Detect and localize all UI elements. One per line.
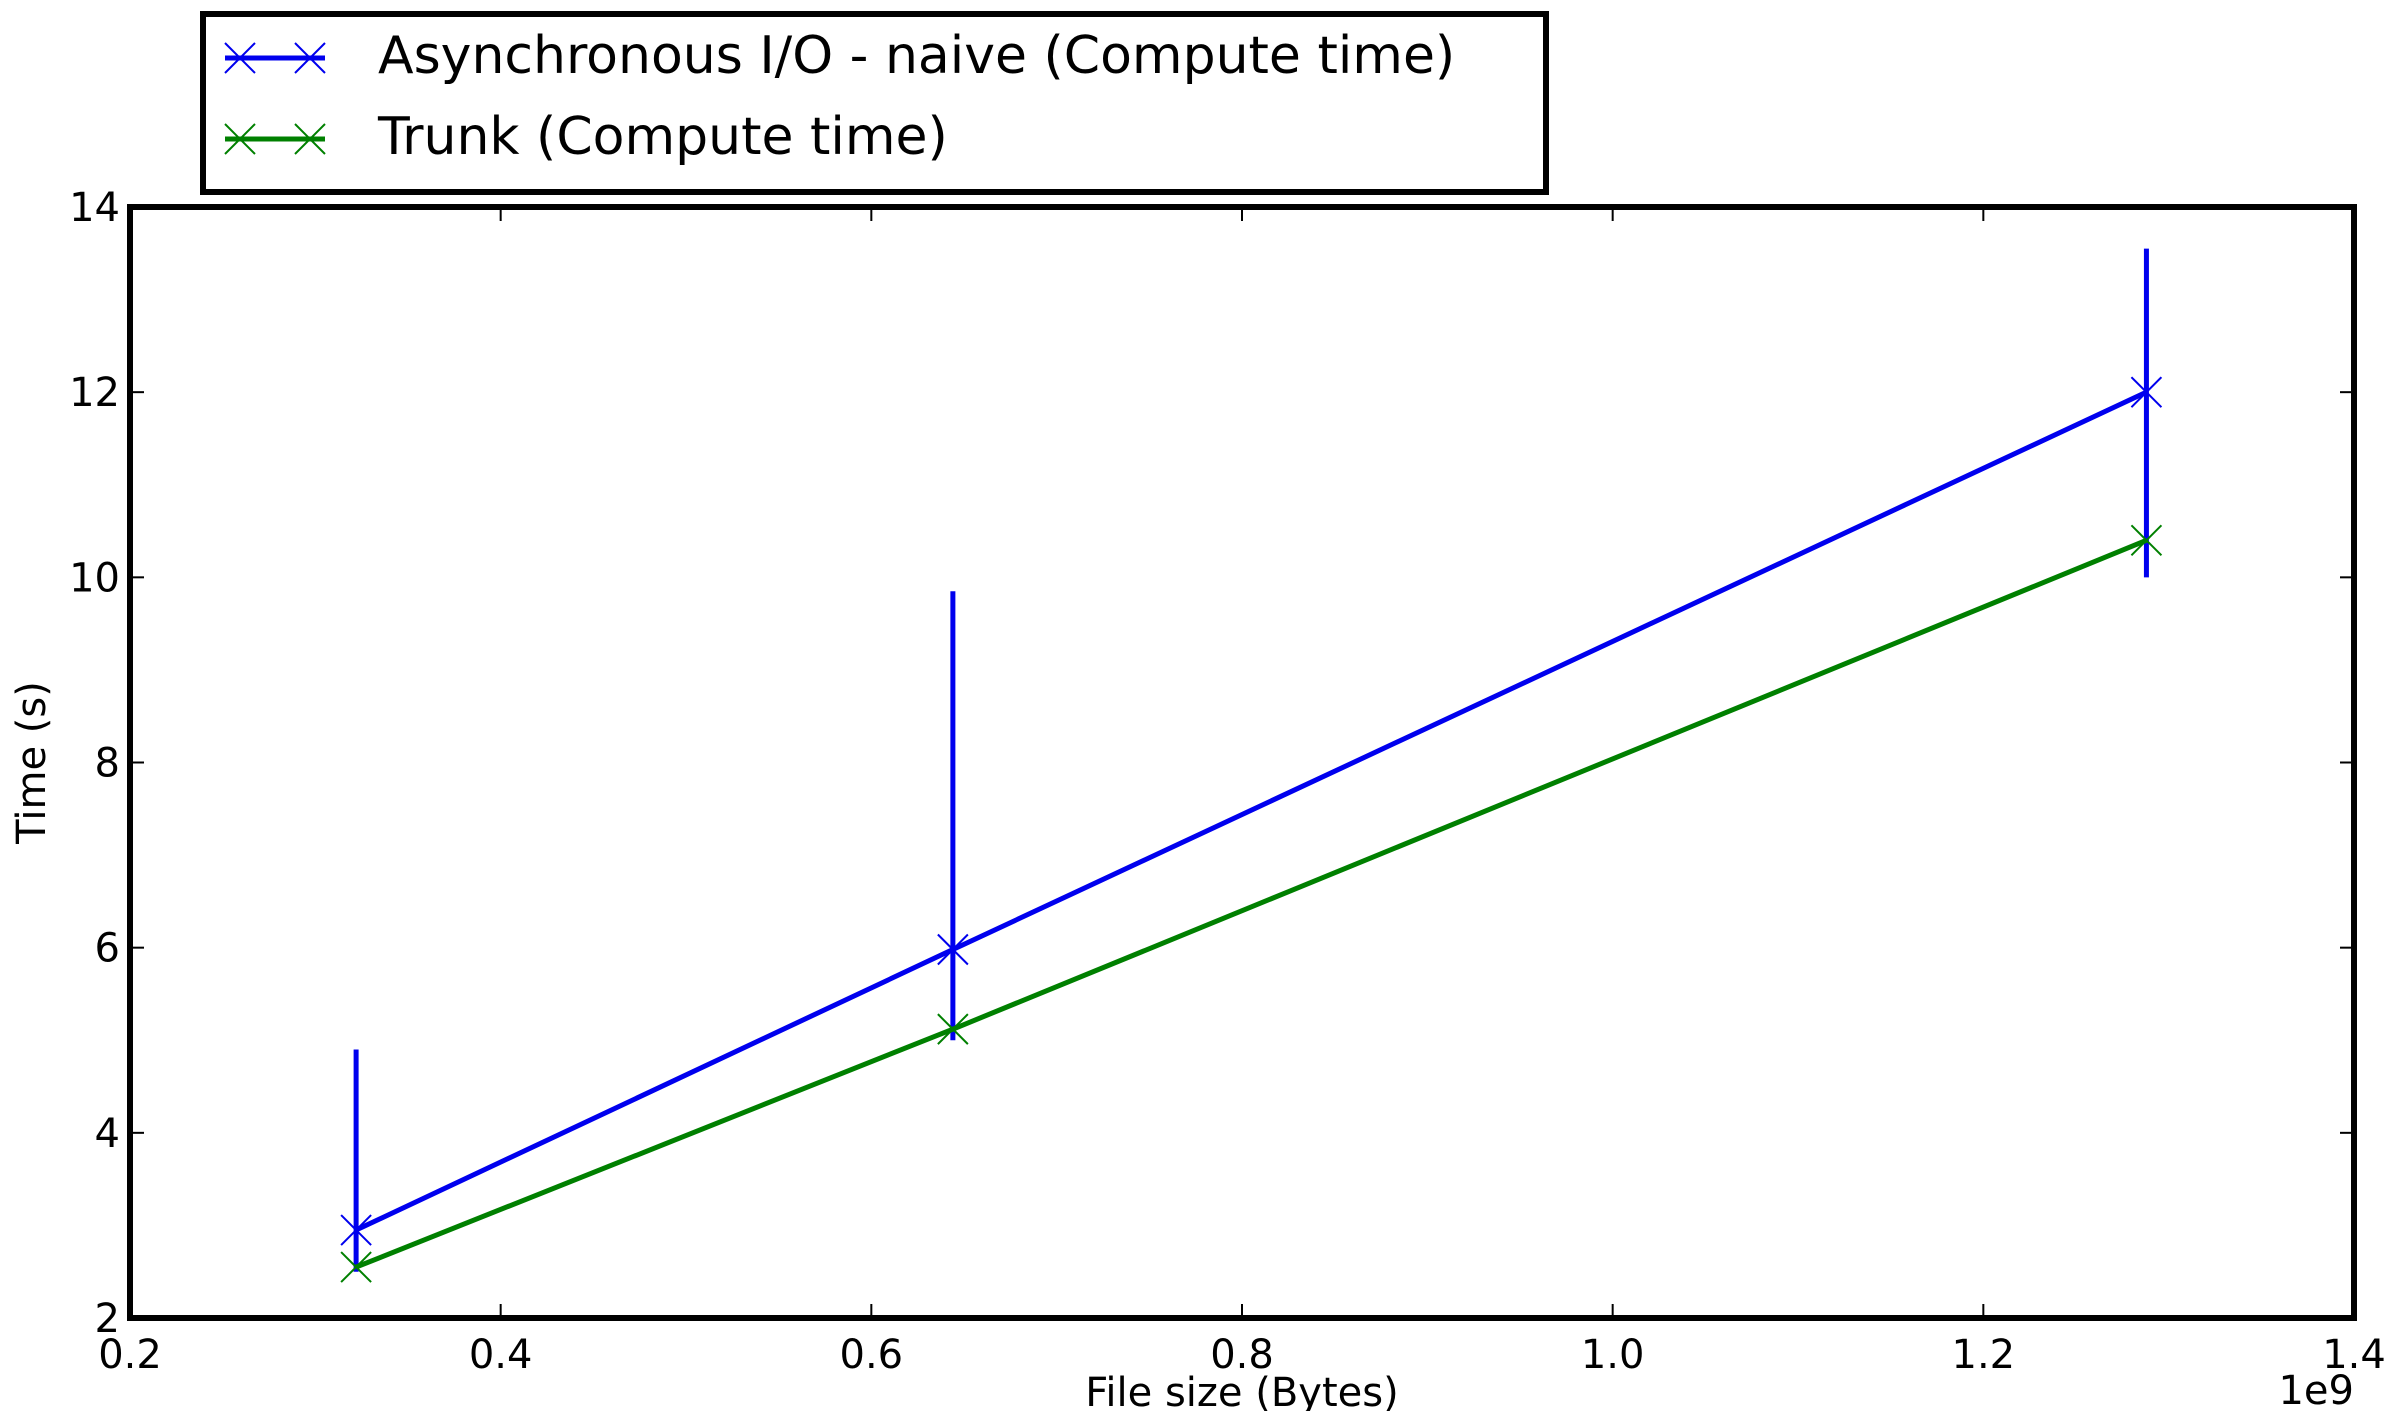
series-2 [340,524,2163,1283]
legend-label: Asynchronous I/O - naive (Compute time) [378,26,1455,86]
y-axis-label: Time (s) [9,681,55,845]
x-tick-label: 0.4 [469,1332,533,1378]
legend-label: Trunk (Compute time) [377,107,948,167]
data-point-marker [340,1251,372,1283]
y-tick-label: 4 [95,1111,120,1157]
y-tick-label: 2 [95,1296,120,1342]
series-1 [340,248,2163,1272]
legend-marker [294,42,326,74]
legend-marker [294,123,326,155]
x-tick-label: 1.4 [2322,1332,2386,1378]
legend-box [200,11,1549,195]
x-axis-label: File size (Bytes) [1085,1370,1398,1411]
legend-marker [224,123,256,155]
x-tick-label: 0.2 [98,1332,162,1378]
ticks-layer: 0.2 0.4 0.6 0.8 1.0 1.2 1.4 2 4 6 8 10 12 14 [69,185,2386,1378]
data-point-marker [340,1214,372,1246]
x-offset-label: 1e9 [2278,1368,2354,1411]
y-tick-label: 6 [95,926,120,972]
legend-item-2: Trunk (Compute time) [224,107,948,167]
series-layer [340,248,2163,1283]
legend-marker [224,42,256,74]
y-tick-label: 12 [69,370,120,416]
data-point-marker [2130,524,2163,557]
y-tick-label: 10 [69,555,120,601]
data-point-marker [937,1013,969,1045]
plot-frame [127,204,2357,1321]
legend-item-1: Asynchronous I/O - naive (Compute time) [224,26,1455,86]
data-point-marker [937,933,969,966]
x-tick-label: 1.0 [1581,1332,1645,1378]
x-tick-label: 1.2 [1952,1332,2016,1378]
x-tick-label: 0.8 [1210,1332,1274,1378]
legend: Asynchronous I/O - naive (Compute time) T… [200,11,1549,195]
data-point-marker [2130,376,2163,408]
y-tick-label: 14 [69,185,120,231]
x-tick-label: 0.6 [840,1332,904,1378]
y-tick-label: 8 [95,741,120,787]
